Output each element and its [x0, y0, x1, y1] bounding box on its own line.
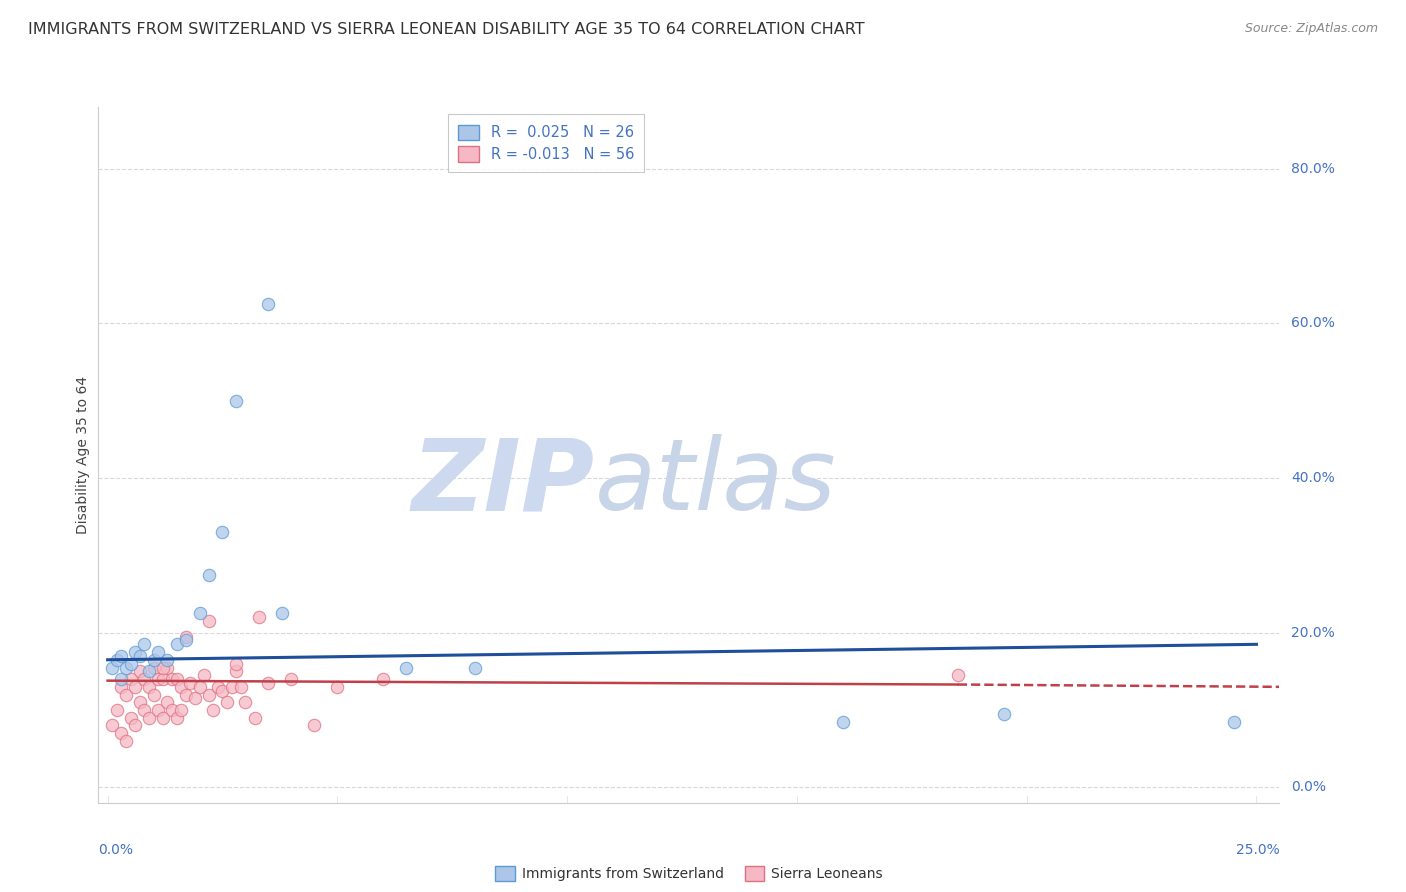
Point — [326, 680, 349, 694]
Point — [464, 660, 486, 674]
Point — [138, 665, 160, 679]
Point — [188, 680, 211, 694]
Point — [156, 653, 179, 667]
Point — [257, 676, 280, 690]
Point — [217, 695, 239, 709]
Point — [257, 297, 280, 311]
Text: 40.0%: 40.0% — [1291, 471, 1336, 485]
Point — [373, 672, 395, 686]
Point — [110, 680, 132, 694]
Point — [124, 680, 146, 694]
Point — [221, 680, 243, 694]
Point — [120, 657, 142, 671]
Point — [142, 688, 165, 702]
Point — [247, 610, 270, 624]
Point — [142, 653, 165, 667]
Text: IMMIGRANTS FROM SWITZERLAND VS SIERRA LEONEAN DISABILITY AGE 35 TO 64 CORRELATIO: IMMIGRANTS FROM SWITZERLAND VS SIERRA LE… — [28, 22, 865, 37]
Text: Source: ZipAtlas.com: Source: ZipAtlas.com — [1244, 22, 1378, 36]
Point — [142, 660, 165, 674]
Point — [128, 648, 150, 663]
Point — [170, 680, 193, 694]
Point — [184, 691, 207, 706]
Point — [134, 637, 156, 651]
Point — [174, 688, 197, 702]
Point — [946, 668, 969, 682]
Point — [179, 676, 201, 690]
Point — [101, 718, 124, 732]
Point — [280, 672, 302, 686]
Point — [211, 683, 233, 698]
Point — [115, 660, 138, 674]
Point — [197, 614, 219, 628]
Point — [243, 711, 266, 725]
Point — [120, 672, 142, 686]
Point — [134, 672, 156, 686]
Point — [225, 665, 247, 679]
Point — [993, 706, 1015, 721]
Point — [156, 660, 179, 674]
Legend: Immigrants from Switzerland, Sierra Leoneans: Immigrants from Switzerland, Sierra Leon… — [489, 860, 889, 887]
Point — [271, 607, 294, 621]
Point — [156, 695, 179, 709]
Point — [101, 660, 124, 674]
Point — [197, 567, 219, 582]
Point — [152, 660, 174, 674]
Point — [225, 657, 247, 671]
Point — [235, 695, 257, 709]
Text: 80.0%: 80.0% — [1291, 161, 1336, 176]
Point — [160, 703, 183, 717]
Point — [128, 665, 150, 679]
Point — [207, 680, 229, 694]
Point — [225, 393, 247, 408]
Point — [110, 672, 132, 686]
Point — [160, 672, 183, 686]
Point — [211, 525, 233, 540]
Text: 25.0%: 25.0% — [1236, 843, 1279, 857]
Point — [134, 703, 156, 717]
Y-axis label: Disability Age 35 to 64: Disability Age 35 to 64 — [76, 376, 90, 534]
Point — [197, 688, 219, 702]
Point — [170, 703, 193, 717]
Point — [115, 688, 138, 702]
Text: 20.0%: 20.0% — [1291, 625, 1336, 640]
Point — [174, 633, 197, 648]
Point — [128, 695, 150, 709]
Point — [304, 718, 326, 732]
Point — [138, 711, 160, 725]
Point — [146, 703, 169, 717]
Point — [120, 711, 142, 725]
Point — [152, 672, 174, 686]
Point — [395, 660, 418, 674]
Point — [174, 630, 197, 644]
Point — [166, 711, 188, 725]
Text: 0.0%: 0.0% — [98, 843, 134, 857]
Point — [124, 645, 146, 659]
Point — [831, 714, 853, 729]
Text: ZIP: ZIP — [412, 434, 595, 532]
Point — [105, 653, 128, 667]
Point — [105, 703, 128, 717]
Text: 60.0%: 60.0% — [1291, 317, 1336, 331]
Point — [166, 637, 188, 651]
Point — [124, 718, 146, 732]
Point — [188, 607, 211, 621]
Point — [202, 703, 225, 717]
Point — [146, 672, 169, 686]
Point — [152, 711, 174, 725]
Point — [146, 645, 169, 659]
Point — [1222, 714, 1244, 729]
Point — [229, 680, 252, 694]
Point — [110, 648, 132, 663]
Point — [138, 680, 160, 694]
Text: atlas: atlas — [595, 434, 837, 532]
Point — [166, 672, 188, 686]
Point — [193, 668, 215, 682]
Point — [110, 726, 132, 740]
Point — [115, 734, 138, 748]
Text: 0.0%: 0.0% — [1291, 780, 1326, 795]
